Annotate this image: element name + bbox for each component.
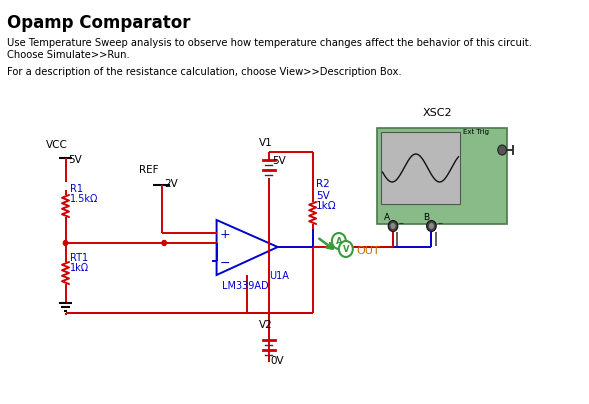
Circle shape xyxy=(162,240,166,246)
Text: Opamp Comparator: Opamp Comparator xyxy=(7,14,190,32)
Circle shape xyxy=(426,221,436,231)
Circle shape xyxy=(498,145,507,155)
FancyBboxPatch shape xyxy=(378,128,507,224)
Text: RT1: RT1 xyxy=(70,253,88,263)
Text: REF: REF xyxy=(139,165,158,175)
Text: B: B xyxy=(423,213,429,222)
Text: R2: R2 xyxy=(316,179,330,189)
Text: VCC: VCC xyxy=(47,140,68,150)
Text: For a description of the resistance calculation, choose View>>Description Box.: For a description of the resistance calc… xyxy=(7,67,402,77)
Text: V2: V2 xyxy=(259,320,272,330)
FancyBboxPatch shape xyxy=(380,132,460,204)
Text: 2V: 2V xyxy=(164,179,178,189)
Text: 1kΩ: 1kΩ xyxy=(316,201,337,211)
Text: 5V: 5V xyxy=(273,156,286,166)
Text: 0V: 0V xyxy=(271,356,284,366)
Text: A: A xyxy=(336,236,342,246)
Text: R1: R1 xyxy=(70,184,83,194)
Text: XSC2: XSC2 xyxy=(423,108,452,118)
Circle shape xyxy=(429,223,434,229)
Circle shape xyxy=(332,233,346,249)
Circle shape xyxy=(339,241,353,257)
Text: Use Temperature Sweep analysis to observe how temperature changes affect the beh: Use Temperature Sweep analysis to observ… xyxy=(7,38,532,48)
Text: 5V: 5V xyxy=(316,191,330,201)
Circle shape xyxy=(391,223,396,229)
Circle shape xyxy=(63,240,68,246)
Text: −: − xyxy=(220,257,230,269)
Text: LM339AD: LM339AD xyxy=(222,281,269,291)
Text: U1A: U1A xyxy=(269,271,289,281)
Text: V: V xyxy=(343,244,349,253)
Text: +: + xyxy=(220,229,231,242)
Text: 1kΩ: 1kΩ xyxy=(70,263,89,273)
Text: 5V: 5V xyxy=(68,155,82,165)
Text: A: A xyxy=(384,213,391,222)
Text: 1.5kΩ: 1.5kΩ xyxy=(70,194,98,204)
Text: Choose Simulate>>Run.: Choose Simulate>>Run. xyxy=(7,50,130,60)
Circle shape xyxy=(388,221,398,231)
Text: V1: V1 xyxy=(259,138,272,148)
Text: Ext Trig: Ext Trig xyxy=(463,129,489,135)
Text: OUT: OUT xyxy=(356,246,380,256)
